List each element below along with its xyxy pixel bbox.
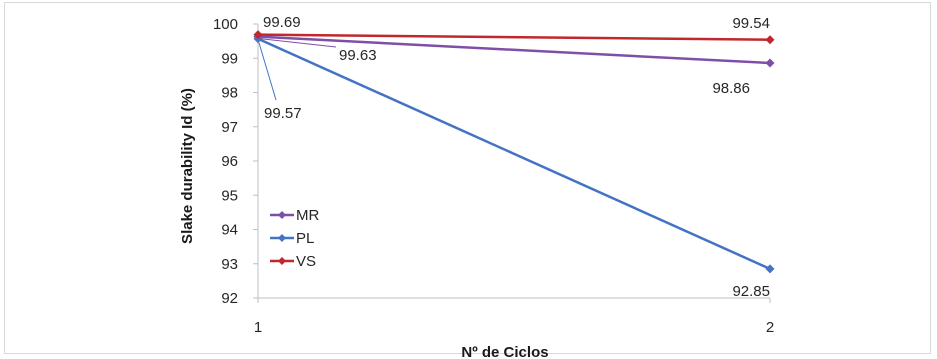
series-line-vs bbox=[257, 33, 771, 42]
data-label-vs-2: 99.54 bbox=[732, 15, 770, 32]
legend-label-mr: MR bbox=[296, 207, 319, 224]
y-tick-label: 98 bbox=[221, 85, 238, 102]
data-label-pl-2: 92.85 bbox=[732, 283, 770, 300]
y-tick-label: 95 bbox=[221, 187, 238, 204]
y-tick-label: 92 bbox=[221, 290, 238, 307]
data-label-vs-1: 99.69 bbox=[263, 14, 301, 31]
series-line-pl bbox=[257, 37, 771, 271]
data-point-mr bbox=[765, 58, 775, 68]
y-tick-label: 96 bbox=[221, 153, 238, 170]
y-tick-label: 100 bbox=[213, 16, 238, 33]
series-line-mr bbox=[257, 35, 771, 65]
x-tick-label: 2 bbox=[766, 319, 774, 336]
data-point-pl bbox=[765, 264, 775, 274]
axes: 92 93 94 95 96 97 98 99 100 1 2 bbox=[213, 16, 774, 336]
y-tick-label: 93 bbox=[221, 256, 238, 273]
data-point-vs bbox=[765, 35, 775, 45]
x-axis-title: Nº de Ciclos bbox=[461, 344, 548, 359]
data-labels: 99.69 99.54 99.63 98.86 99.57 92.85 bbox=[258, 14, 770, 300]
data-label-mr-2: 98.86 bbox=[712, 80, 750, 97]
legend-marker-vs bbox=[278, 257, 286, 265]
y-tick-label: 94 bbox=[221, 222, 238, 239]
leader-line-pl-1 bbox=[258, 42, 277, 101]
x-tick-label: 1 bbox=[254, 319, 262, 336]
data-label-pl-1: 99.57 bbox=[264, 105, 302, 122]
legend-marker-mr bbox=[278, 211, 286, 219]
legend: MR PL VS bbox=[270, 207, 319, 270]
leader-line-mr-1 bbox=[259, 38, 337, 48]
chart-frame bbox=[4, 2, 931, 354]
data-label-mr-1: 99.63 bbox=[339, 47, 377, 64]
legend-marker-pl bbox=[278, 234, 286, 242]
legend-label-pl: PL bbox=[296, 230, 314, 247]
data-point-vs bbox=[253, 30, 263, 40]
y-tick-label: 99 bbox=[221, 50, 238, 67]
legend-label-vs: VS bbox=[296, 253, 316, 270]
y-axis-title: Slake durability Id (%) bbox=[179, 88, 196, 244]
y-tick-label: 97 bbox=[221, 119, 238, 136]
series-lines bbox=[253, 30, 775, 274]
